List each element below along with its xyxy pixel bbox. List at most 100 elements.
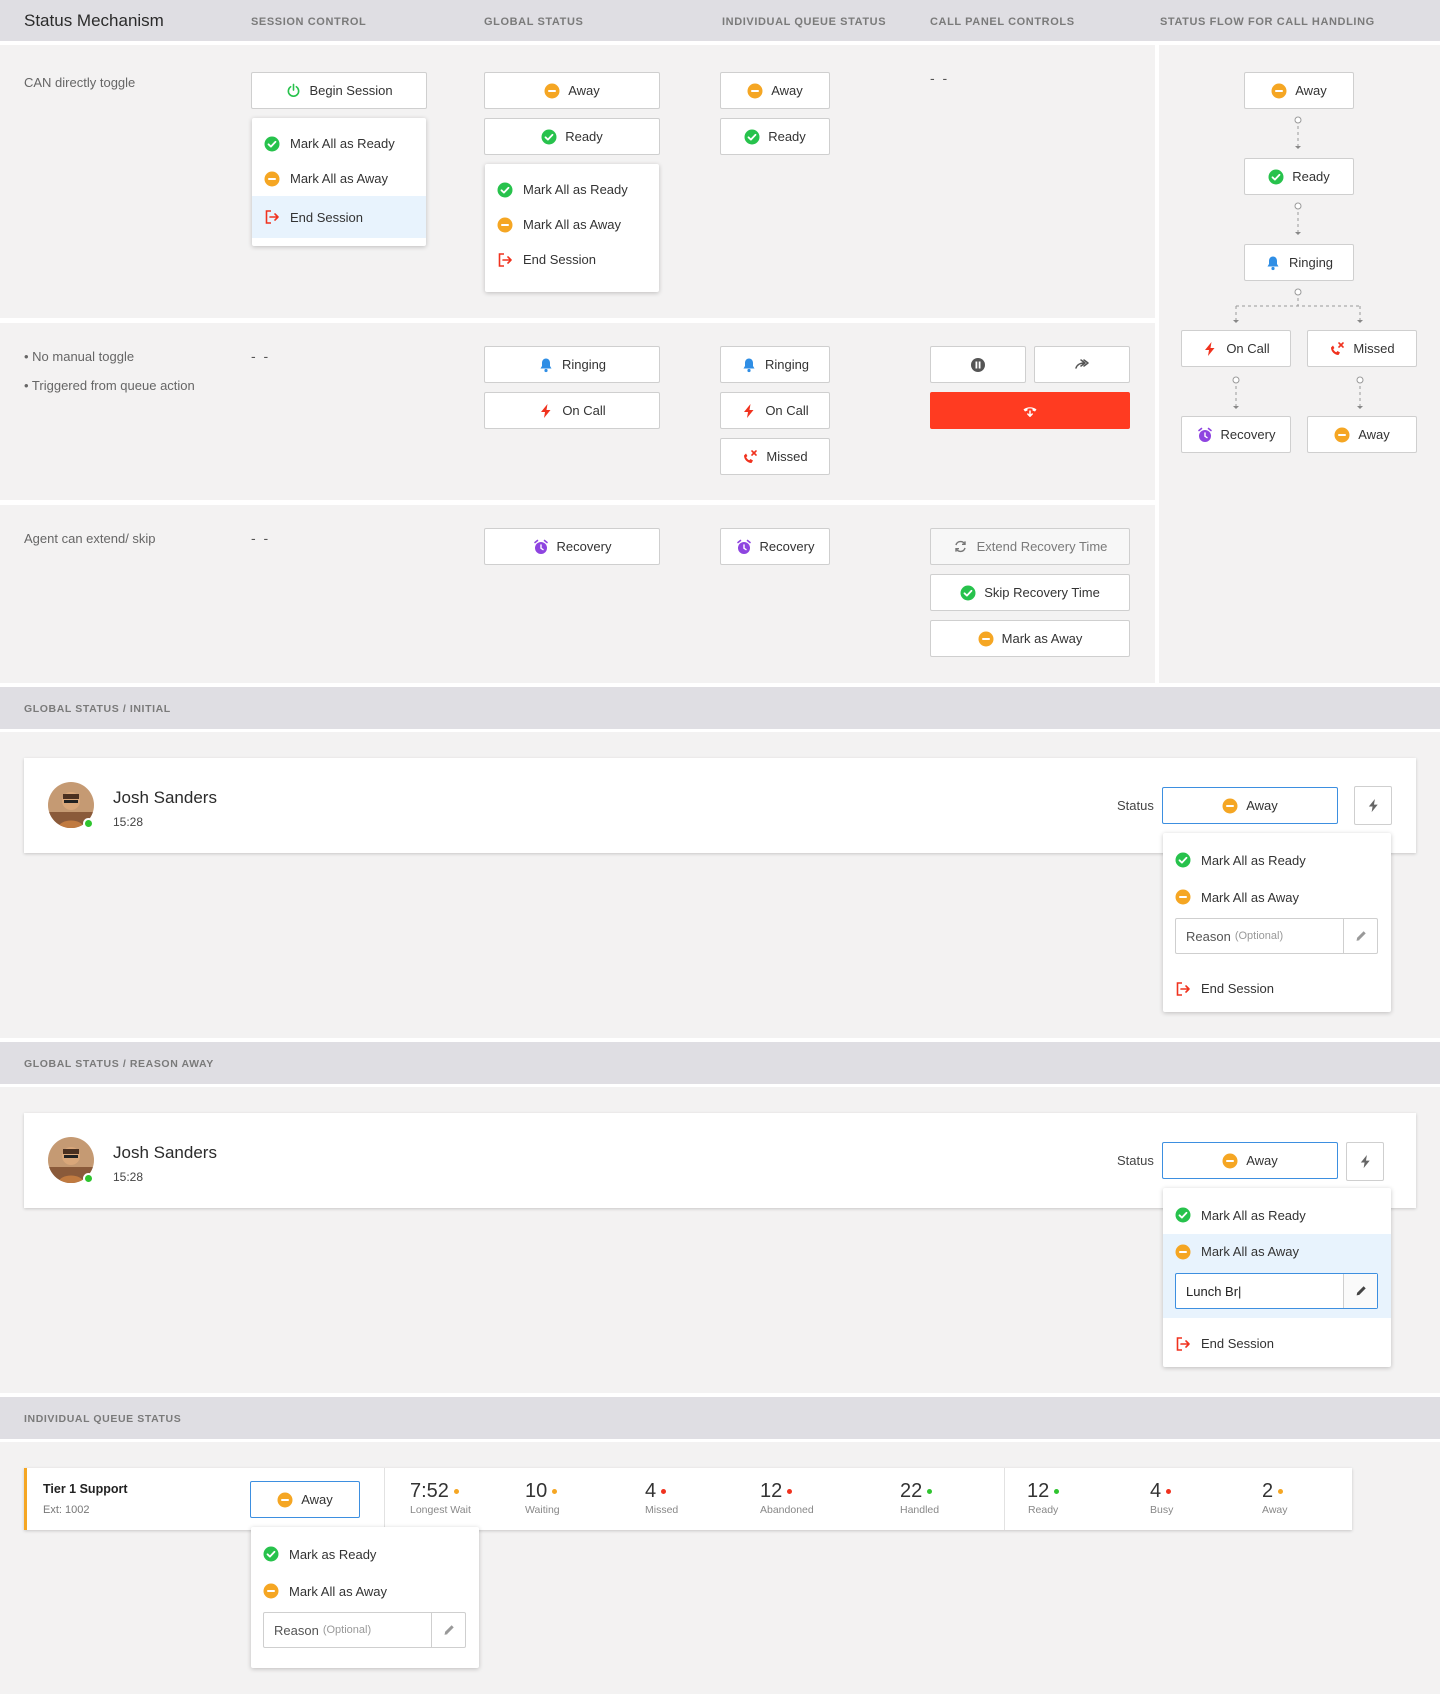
stat-indicator bbox=[1054, 1489, 1060, 1494]
global-ringing-button[interactable]: Ringing bbox=[484, 346, 660, 383]
queue-stat: 2 Away bbox=[1262, 1480, 1288, 1516]
button-label: Recovery bbox=[759, 539, 815, 554]
stat-value: 7:52 bbox=[410, 1480, 449, 1502]
node-label: Ringing bbox=[1288, 255, 1334, 270]
menu-item-label: Mark All as Away bbox=[289, 1583, 388, 1599]
transfer-button[interactable] bbox=[1034, 346, 1130, 383]
pencil-icon[interactable] bbox=[431, 1613, 465, 1647]
stat-indicator bbox=[1166, 1489, 1172, 1494]
queue-recovery-button[interactable]: Recovery bbox=[720, 528, 830, 565]
stat-label: Handled bbox=[900, 1504, 940, 1516]
menu-item-mark-all-ready[interactable]: Mark All as Ready bbox=[1163, 1196, 1391, 1234]
menu-item-mark-all-ready[interactable]: Mark All as Ready bbox=[1163, 841, 1391, 879]
stat-value: 12 bbox=[760, 1480, 783, 1502]
mark-as-away-button[interactable]: Mark as Away bbox=[930, 620, 1130, 657]
stat-indicator bbox=[1278, 1489, 1284, 1494]
reason-input-active[interactable]: Lunch Br| bbox=[1175, 1273, 1378, 1309]
away-icon bbox=[1271, 83, 1287, 99]
menu-item-end-session[interactable]: End Session bbox=[1163, 1326, 1391, 1361]
stat-indicator bbox=[927, 1489, 933, 1494]
menu-item-end-session[interactable]: End Session bbox=[485, 242, 659, 277]
agent-session-time: 15:28 bbox=[113, 1170, 144, 1184]
queue-status-dropdown[interactable]: Away bbox=[250, 1481, 360, 1518]
stat-label: Longest Wait bbox=[410, 1504, 471, 1516]
flow-away-node: Away bbox=[1244, 72, 1354, 109]
reason-input[interactable]: Reason (Optional) bbox=[1175, 918, 1378, 954]
begin-session-label: Begin Session bbox=[309, 83, 393, 98]
global-oncall-button[interactable]: On Call bbox=[484, 392, 660, 429]
away-icon bbox=[544, 83, 560, 99]
stat-indicator bbox=[661, 1489, 667, 1494]
status-label: Status bbox=[1117, 1153, 1154, 1168]
button-label: Recovery bbox=[556, 539, 612, 554]
menu-item-mark-all-away[interactable]: Mark All as Away bbox=[251, 1573, 479, 1609]
section-header-reason-away bbox=[0, 1042, 1440, 1084]
node-label: Away bbox=[1295, 83, 1327, 98]
ready-icon bbox=[497, 182, 513, 198]
reason-value: Lunch Br| bbox=[1186, 1283, 1242, 1299]
pencil-icon[interactable] bbox=[1343, 1274, 1377, 1308]
status-dropdown[interactable]: Away bbox=[1162, 1142, 1338, 1179]
pencil-icon[interactable] bbox=[1343, 919, 1377, 953]
queue-ringing-button[interactable]: Ringing bbox=[720, 346, 830, 383]
menu-item-label: Mark All as Ready bbox=[1201, 852, 1306, 868]
queue-stat: 4 Missed bbox=[645, 1480, 678, 1516]
status-dropdown[interactable]: Away bbox=[1162, 787, 1338, 824]
divider bbox=[1004, 1468, 1005, 1530]
extend-recovery-button[interactable]: Extend Recovery Time bbox=[930, 528, 1130, 565]
queue-oncall-button[interactable]: On Call bbox=[720, 392, 830, 429]
global-recovery-button[interactable]: Recovery bbox=[484, 528, 660, 565]
row-divider bbox=[0, 318, 1155, 323]
button-label: Ready bbox=[565, 129, 603, 144]
menu-item-mark-all-away[interactable]: Mark All as Away bbox=[485, 207, 659, 242]
skip-recovery-button[interactable]: Skip Recovery Time bbox=[930, 574, 1130, 611]
menu-item-end-session[interactable]: End Session bbox=[252, 196, 426, 238]
col-session-control: SESSION CONTROL bbox=[251, 16, 367, 28]
menu-item-mark-ready[interactable]: Mark as Ready bbox=[251, 1535, 479, 1573]
menu-item-mark-all-away[interactable]: Mark All as Away bbox=[252, 161, 426, 196]
row-label-toggle: CAN directly toggle bbox=[24, 75, 136, 90]
queue-missed-button[interactable]: Missed bbox=[720, 438, 830, 475]
stat-label: Away bbox=[1262, 1504, 1288, 1516]
stat-value: 22 bbox=[900, 1480, 923, 1502]
node-label: Ready bbox=[1292, 169, 1330, 184]
row-divider bbox=[0, 500, 1155, 505]
col-call-panel: CALL PANEL CONTROLS bbox=[930, 16, 1075, 28]
menu-item-mark-all-away[interactable]: Mark All as Away bbox=[1163, 879, 1391, 915]
section-title-reason-away: GLOBAL STATUS / REASON AWAY bbox=[24, 1058, 214, 1070]
quick-action-button[interactable] bbox=[1354, 786, 1392, 825]
button-label: Missed bbox=[766, 449, 808, 464]
reason-input[interactable]: Reason (Optional) bbox=[263, 1612, 466, 1648]
queue-name: Tier 1 Support bbox=[43, 1482, 128, 1496]
section-divider bbox=[0, 1038, 1440, 1042]
hangup-button[interactable] bbox=[930, 392, 1130, 429]
queue-away-button[interactable]: Away bbox=[720, 72, 830, 109]
begin-session-button[interactable]: Begin Session bbox=[251, 72, 427, 109]
hold-button[interactable] bbox=[930, 346, 1026, 383]
stat-label: Busy bbox=[1150, 1504, 1174, 1516]
status-label: Status bbox=[1117, 798, 1154, 813]
stat-value: 4 bbox=[645, 1480, 657, 1502]
reason-placeholder: Reason (Optional) bbox=[274, 1622, 372, 1638]
menu-item-mark-all-ready[interactable]: Mark All as Ready bbox=[252, 126, 426, 161]
exit-icon bbox=[1175, 1336, 1191, 1352]
global-away-button[interactable]: Away bbox=[484, 72, 660, 109]
menu-item-mark-all-ready[interactable]: Mark All as Ready bbox=[485, 172, 659, 207]
ready-icon bbox=[960, 585, 976, 601]
agent-session-time: 15:28 bbox=[113, 815, 144, 829]
queue-ext: Ext: 1002 bbox=[43, 1504, 90, 1516]
ready-icon bbox=[1175, 1207, 1191, 1223]
queue-stat: 22 Handled bbox=[900, 1480, 939, 1516]
quick-action-button[interactable] bbox=[1346, 1142, 1384, 1181]
section-divider bbox=[0, 1084, 1440, 1087]
global-ready-button[interactable]: Ready bbox=[484, 118, 660, 155]
online-indicator bbox=[83, 1173, 94, 1184]
menu-item-end-session[interactable]: End Session bbox=[1163, 971, 1391, 1006]
button-label: Extend Recovery Time bbox=[976, 539, 1108, 554]
online-indicator bbox=[83, 818, 94, 829]
status-value: Away bbox=[301, 1492, 333, 1507]
ready-icon bbox=[1175, 852, 1191, 868]
section-divider bbox=[0, 729, 1440, 732]
queue-ready-button[interactable]: Ready bbox=[720, 118, 830, 155]
stat-value: 4 bbox=[1150, 1480, 1162, 1502]
